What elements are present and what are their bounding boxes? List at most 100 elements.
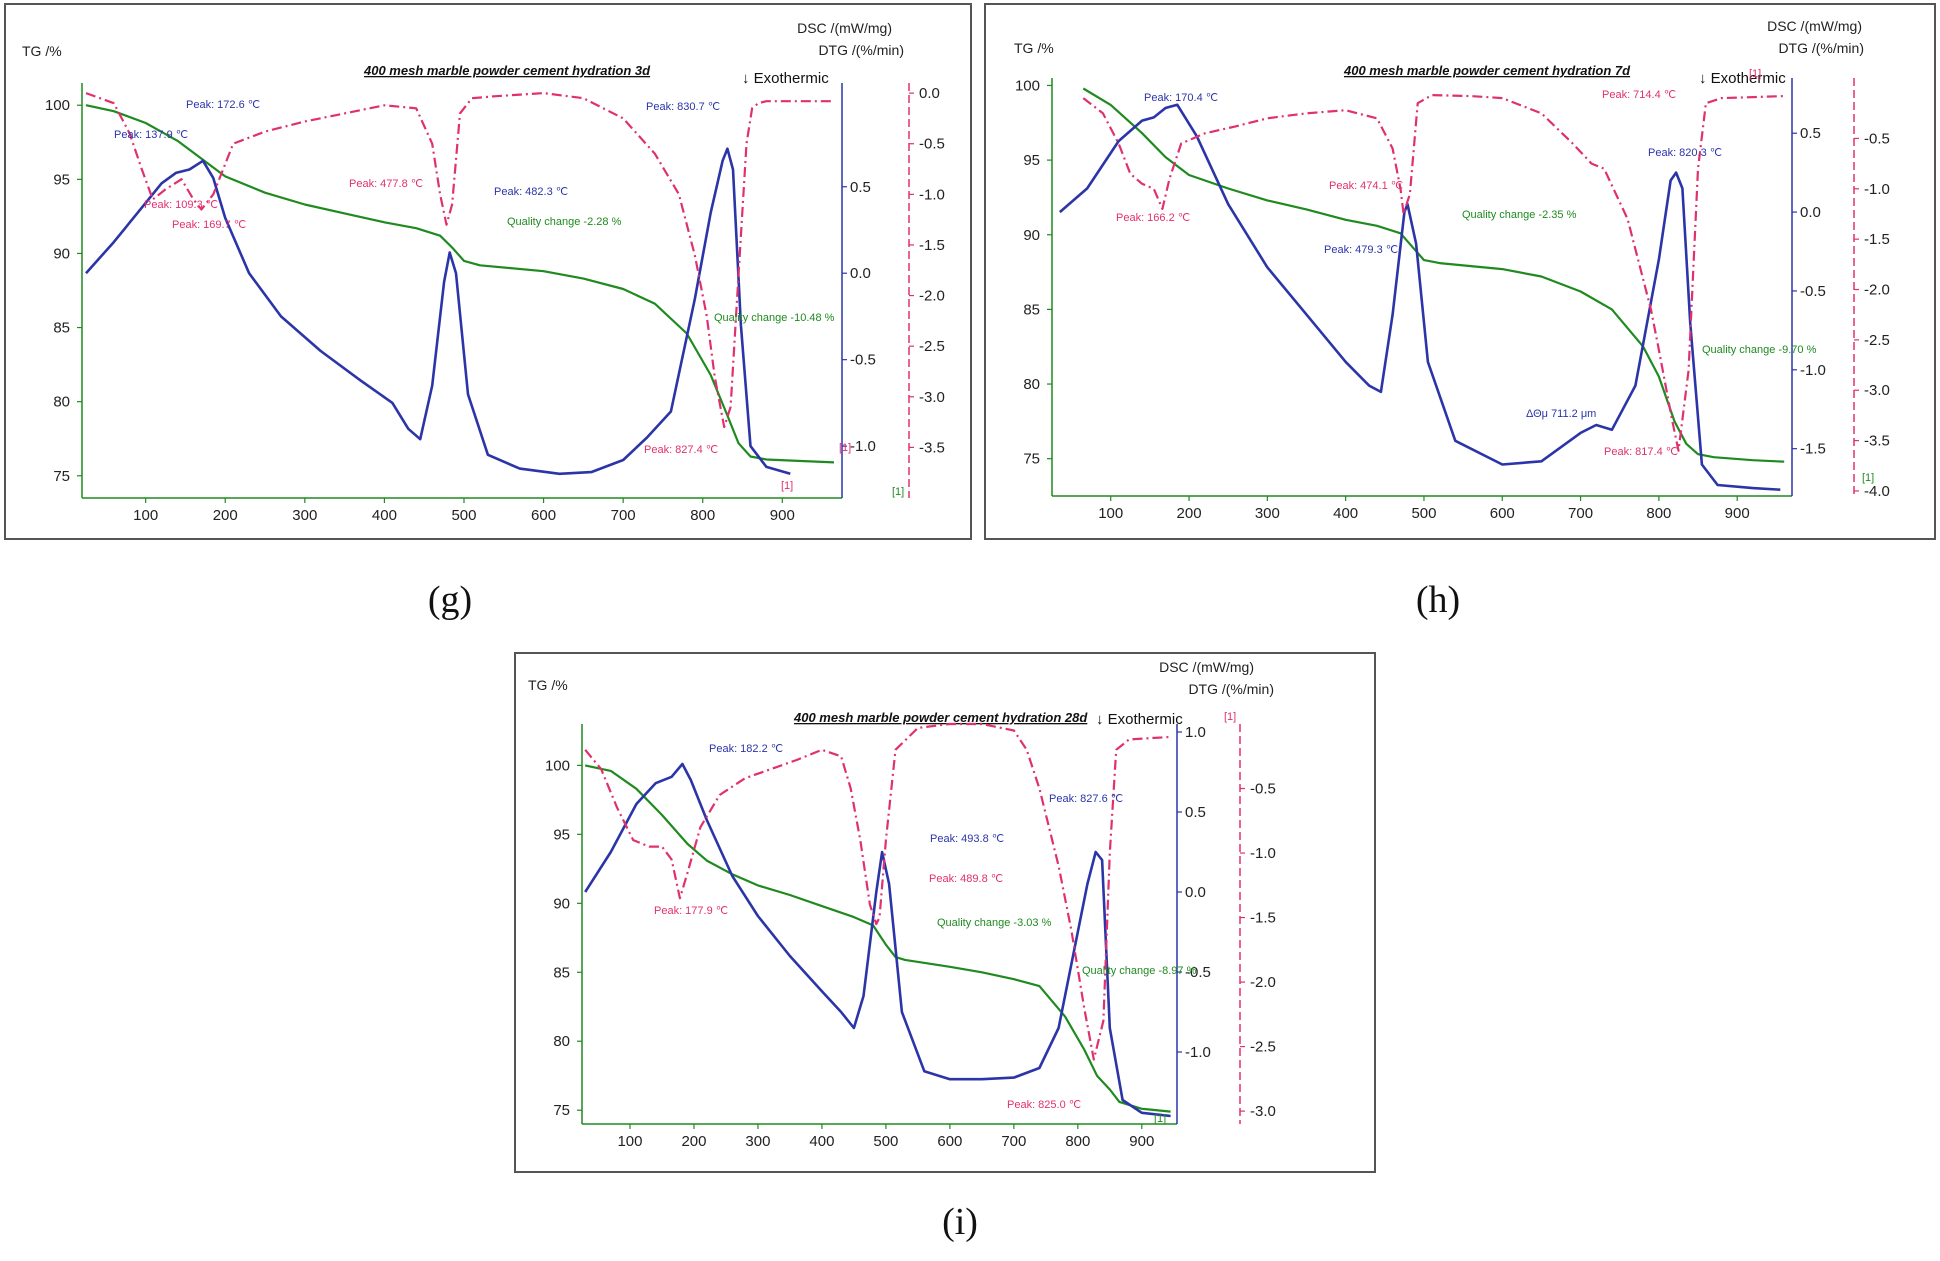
x-tick-label: 200: [213, 507, 238, 524]
tga-chart-g: 400 mesh marble powder cement hydration …: [4, 3, 972, 540]
x-tick-label: 300: [292, 507, 317, 524]
dtg-tick-label: -3.5: [919, 439, 945, 456]
chart-title: 400 mesh marble powder cement hydration …: [1343, 63, 1631, 78]
dsc-tick-label: -0.5: [1185, 964, 1211, 981]
dsc-axis-label: DSC /(mW/mg): [797, 20, 892, 36]
dsc-tick-label: 0.0: [850, 265, 871, 282]
x-tick-label: 300: [745, 1133, 770, 1150]
dsc-tick-label: 0.5: [1800, 125, 1821, 142]
tga-chart-h: 400 mesh marble powder cement hydration …: [984, 3, 1936, 540]
peak-annotation: Quality change -3.03 %: [937, 917, 1052, 929]
dtg-tick-label: -2.0: [919, 288, 945, 305]
dtg-tick-label: -0.5: [919, 136, 945, 153]
peak-annotation: Peak: 172.6 ℃: [186, 99, 260, 111]
x-tick-label: 700: [1001, 1133, 1026, 1150]
tg-tick-label: 100: [545, 757, 570, 774]
chart-panel-i: 400 mesh marble powder cement hydration …: [514, 652, 1376, 1173]
dtg-tick-label: 0.0: [919, 85, 940, 102]
peak-annotation: ΔΘμ 711.2 μm: [1526, 408, 1596, 420]
peak-annotation: Peak: 827.6 ℃: [1049, 793, 1123, 805]
peak-annotation: Quality change -2.35 %: [1462, 209, 1577, 221]
tg-tick-label: 95: [53, 171, 70, 188]
dsc-tick-label: 0.5: [850, 179, 871, 196]
dsc-tick-label: -1.5: [1800, 441, 1826, 458]
curve-end-marker: [1]: [1224, 711, 1236, 723]
chart-panel-g: 400 mesh marble powder cement hydration …: [4, 3, 972, 540]
x-tick-label: 100: [1098, 505, 1123, 522]
peak-annotation: Peak: 482.3 ℃: [494, 186, 568, 198]
dtg-tick-label: -2.5: [1250, 1039, 1276, 1056]
peak-annotation: Peak: 177.9 ℃: [654, 905, 728, 917]
x-tick-label: 500: [873, 1133, 898, 1150]
peak-annotation: Quality change -10.48 %: [714, 312, 835, 324]
x-tick-label: 300: [1255, 505, 1280, 522]
curve-end-marker: [1]: [781, 480, 793, 492]
dtg-tick-label: -4.0: [1864, 483, 1890, 500]
tg-tick-label: 85: [1023, 301, 1040, 318]
tg-tick-label: 85: [553, 964, 570, 981]
tg-tick-label: 75: [53, 468, 70, 485]
panel-frame: [4, 3, 972, 540]
tg-tick-label: 75: [553, 1102, 570, 1119]
x-tick-label: 100: [133, 507, 158, 524]
tg-axis-label: TG /%: [1014, 40, 1054, 56]
dsc-tick-label: 0.5: [1185, 804, 1206, 821]
dsc-tick-label: 0.0: [1185, 884, 1206, 901]
dtg-tick-label: -0.5: [1864, 130, 1890, 147]
peak-annotation: Quality change -2.28 %: [507, 216, 622, 228]
x-tick-label: 200: [681, 1133, 706, 1150]
peak-annotation: Quality change -9.70 %: [1702, 344, 1817, 356]
dtg-tick-label: -3.0: [1864, 382, 1890, 399]
x-tick-label: 800: [690, 507, 715, 524]
dtg-axis-label: DTG /(%/min): [1778, 40, 1864, 56]
tg-tick-label: 95: [1023, 152, 1040, 169]
tg-tick-label: 75: [1023, 451, 1040, 468]
x-tick-label: 400: [809, 1133, 834, 1150]
dtg-tick-label: -1.0: [1250, 845, 1276, 862]
dtg-tick-label: -2.5: [919, 338, 945, 355]
tg-tick-label: 100: [45, 97, 70, 114]
dtg-tick-label: -2.0: [1250, 974, 1276, 991]
x-tick-label: 600: [937, 1133, 962, 1150]
dtg-tick-label: -2.0: [1864, 282, 1890, 299]
peak-annotation: Peak: 479.3 ℃: [1324, 244, 1398, 256]
peak-annotation: Quality change -8.97 %: [1082, 965, 1197, 977]
caption-i: (i): [942, 1201, 978, 1243]
x-tick-label: 400: [372, 507, 397, 524]
dtg-tick-label: -0.5: [1250, 781, 1276, 798]
dsc-tick-label: -1.0: [1185, 1044, 1211, 1061]
dsc-curve: [1058, 103, 1781, 491]
x-tick-label: 100: [617, 1133, 642, 1150]
exothermic-label: ↓ Exothermic: [742, 70, 829, 87]
x-tick-label: 900: [1129, 1133, 1154, 1150]
dtg-tick-label: -1.5: [1250, 910, 1276, 927]
chart-title: 400 mesh marble powder cement hydration …: [363, 63, 651, 78]
tg-curve: [1082, 87, 1785, 463]
panel-frame: [514, 652, 1376, 1173]
dtg-tick-label: -3.0: [919, 389, 945, 406]
x-tick-label: 200: [1177, 505, 1202, 522]
peak-annotation: Peak: 474.1 ℃: [1329, 180, 1403, 192]
tg-tick-label: 80: [1023, 376, 1040, 393]
dsc-tick-label: -1.0: [850, 438, 876, 455]
peak-annotation: Peak: 170.4 ℃: [1144, 92, 1218, 104]
dtg-tick-label: -1.0: [919, 186, 945, 203]
x-tick-label: 700: [611, 507, 636, 524]
peak-annotation: Peak: 137.9 ℃: [114, 129, 188, 141]
x-tick-label: 900: [770, 507, 795, 524]
tg-axis-label: TG /%: [22, 43, 62, 59]
peak-annotation: Peak: 166.2 ℃: [1116, 212, 1190, 224]
tg-tick-label: 80: [553, 1033, 570, 1050]
x-tick-label: 700: [1568, 505, 1593, 522]
tg-tick-label: 90: [53, 245, 70, 262]
chart-title: 400 mesh marble powder cement hydration …: [793, 710, 1088, 725]
dtg-tick-label: -1.0: [1864, 181, 1890, 198]
peak-annotation: Peak: 825.0 ℃: [1007, 1099, 1081, 1111]
dsc-curve: [584, 762, 1171, 1118]
caption-g: (g): [427, 579, 473, 621]
dtg-curve: [85, 91, 834, 429]
dtg-tick-label: -1.5: [1864, 231, 1890, 248]
peak-annotation: Peak: 820.3 ℃: [1648, 147, 1722, 159]
peak-annotation: Peak: 714.4 ℃: [1602, 89, 1676, 101]
tg-tick-label: 90: [1023, 227, 1040, 244]
